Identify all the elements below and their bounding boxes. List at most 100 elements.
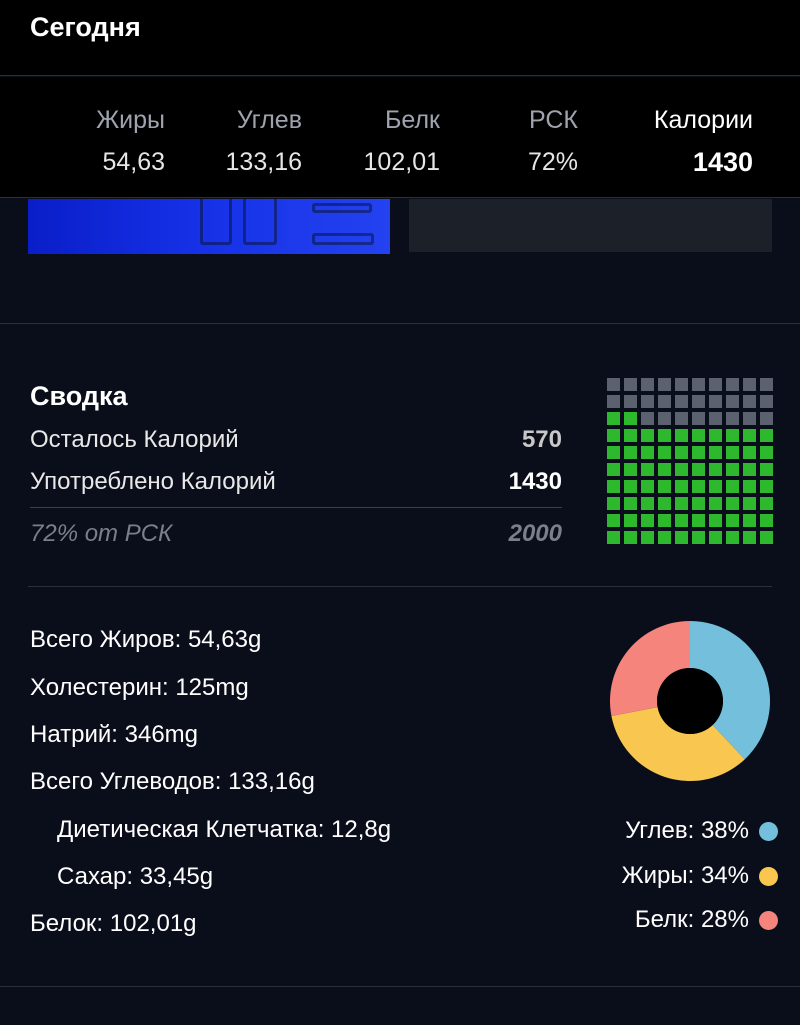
waffle-cell-filled (607, 463, 620, 476)
legend-fat: Жиры: 34% (621, 861, 778, 891)
waffle-cell-filled (675, 514, 688, 527)
remaining-calories-label: Осталось Калорий (30, 426, 239, 453)
waffle-cell-filled (675, 429, 688, 442)
waffle-cell-filled (726, 497, 739, 510)
waffle-cell-filled (607, 429, 620, 442)
macro-calories-label: Калории (653, 106, 753, 134)
donut-slice-carbs (690, 621, 770, 760)
dietary-fiber: Диетическая Клетчатка: 12,8g (57, 816, 392, 843)
waffle-cell-empty (760, 395, 773, 408)
waffle-cell-filled (607, 497, 620, 510)
waffle-cell-empty (624, 395, 637, 408)
waffle-cell-empty (709, 395, 722, 408)
waffle-cell-filled (709, 514, 722, 527)
waffle-cell-filled (760, 429, 773, 442)
macro-protein-label: Белк (384, 106, 440, 134)
waffle-cell-filled (692, 480, 705, 493)
macro-rsk-value: 72% (527, 148, 578, 176)
waffle-cell-filled (624, 531, 637, 544)
waffle-cell-empty (607, 395, 620, 408)
waffle-cell-filled (743, 463, 756, 476)
meal-photo[interactable] (28, 199, 390, 254)
meal-photo-placeholder[interactable] (409, 199, 772, 252)
waffle-cell-empty (743, 412, 756, 425)
sugar: Сахар: 33,45g (57, 863, 214, 890)
bottom-divider (0, 986, 800, 987)
waffle-cell-filled (760, 480, 773, 493)
macro-fat: Жиры 54,63 (96, 105, 165, 177)
macro-fat-value: 54,63 (102, 148, 165, 176)
waffle-cell-filled (641, 531, 654, 544)
waffle-cell-filled (658, 531, 671, 544)
waffle-cell-filled (607, 531, 620, 544)
waffle-cell-empty (641, 378, 654, 391)
remaining-calories-value: 570 (521, 426, 562, 453)
waffle-cell-empty (658, 395, 671, 408)
waffle-cell-filled (658, 497, 671, 510)
waffle-cell-filled (658, 446, 671, 459)
waffle-cell-filled (692, 463, 705, 476)
waffle-cell-empty (726, 412, 739, 425)
summary-divider (30, 507, 562, 508)
waffle-cell-filled (726, 429, 739, 442)
cholesterol: Холестерин: 125mg (30, 674, 249, 701)
waffle-cell-filled (743, 480, 756, 493)
divider (0, 323, 800, 324)
waffle-cell-filled (675, 463, 688, 476)
waffle-cell-filled (709, 480, 722, 493)
waffle-cell-filled (709, 429, 722, 442)
waffle-cell-filled (624, 412, 637, 425)
waffle-cell-empty (692, 412, 705, 425)
waffle-cell-empty (726, 395, 739, 408)
waffle-cell-filled (624, 463, 637, 476)
waffle-cell-filled (726, 446, 739, 459)
donut-slice-fat (611, 707, 745, 781)
waffle-cell-filled (692, 429, 705, 442)
waffle-cell-filled (743, 446, 756, 459)
waffle-cell-filled (675, 531, 688, 544)
macro-carbs-label: Углев (236, 106, 302, 134)
waffle-cell-filled (726, 463, 739, 476)
legend-carbs-dot (759, 821, 778, 841)
waffle-cell-filled (641, 497, 654, 510)
waffle-cell-filled (709, 531, 722, 544)
waffle-cell-empty (743, 395, 756, 408)
macro-fat-label: Жиры (96, 106, 165, 134)
waffle-cell-filled (760, 463, 773, 476)
legend-carbs-label: Углев: 38% (625, 817, 749, 844)
waffle-cell-filled (726, 480, 739, 493)
waffle-cell-filled (709, 497, 722, 510)
waffle-cell-filled (641, 514, 654, 527)
waffle-cell-filled (624, 497, 637, 510)
section-divider (28, 586, 772, 587)
waffle-cell-filled (658, 514, 671, 527)
macro-carbs-value: 133,16 (225, 148, 302, 176)
waffle-cell-filled (658, 463, 671, 476)
waffle-cell-empty (658, 378, 671, 391)
waffle-cell-empty (760, 378, 773, 391)
waffle-cell-filled (743, 497, 756, 510)
waffle-cell-filled (692, 531, 705, 544)
waffle-cell-filled (658, 480, 671, 493)
rsk-value: 2000 (508, 520, 562, 547)
legend-fat-dot (759, 866, 778, 886)
waffle-cell-filled (709, 463, 722, 476)
macro-header: Жиры 54,63 Углев 133,16 Белк 102,01 РСК … (0, 77, 800, 198)
waffle-cell-empty (641, 412, 654, 425)
waffle-cell-filled (641, 429, 654, 442)
waffle-cell-filled (607, 446, 620, 459)
waffle-cell-filled (743, 514, 756, 527)
waffle-cell-filled (624, 480, 637, 493)
waffle-cell-filled (709, 446, 722, 459)
legend-protein: Белк: 28% (635, 905, 778, 935)
waffle-cell-filled (743, 531, 756, 544)
waffle-cell-filled (607, 514, 620, 527)
waffle-cell-filled (692, 497, 705, 510)
macro-protein-value: 102,01 (363, 148, 440, 176)
calorie-waffle-chart (607, 378, 773, 544)
sodium: Натрий: 346mg (30, 721, 199, 748)
macro-rsk: РСК 72% (528, 105, 578, 177)
waffle-cell-filled (607, 412, 620, 425)
waffle-cell-filled (658, 429, 671, 442)
rsk-label: 72% от РСК (30, 520, 173, 547)
